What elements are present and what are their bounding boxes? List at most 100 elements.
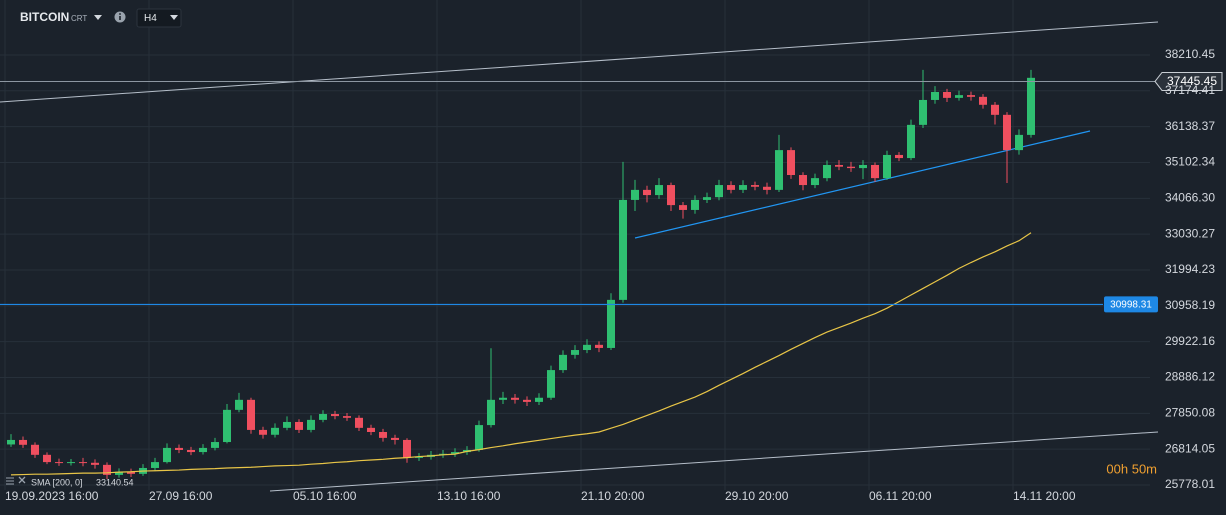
candle-body	[271, 427, 279, 435]
y-tick-label: 37174.41	[1165, 83, 1215, 97]
candle-body	[1027, 77, 1035, 135]
candle-body	[199, 447, 207, 453]
candle-body	[475, 425, 483, 450]
candle-body	[487, 399, 495, 426]
candle-body	[703, 197, 711, 200]
candle-body	[559, 354, 567, 371]
candle-body	[79, 462, 87, 464]
candle-body	[391, 437, 399, 440]
candle-body	[715, 185, 723, 198]
candle-body	[103, 464, 111, 475]
price-label: 37445.45	[1167, 74, 1217, 88]
grid	[0, 0, 1150, 490]
y-tick-label: 35102.34	[1165, 155, 1215, 169]
candle-body	[571, 350, 579, 355]
candle-body	[859, 164, 867, 169]
trend-line	[269, 431, 1159, 492]
y-tick-label: 27850.08	[1165, 405, 1215, 419]
symbol: BITCOIN	[20, 10, 69, 24]
trend-line	[634, 130, 1091, 239]
y-tick-label: 29922.16	[1165, 334, 1215, 348]
candle-body	[667, 185, 675, 206]
candle-body	[547, 370, 555, 398]
candle-body	[607, 299, 615, 348]
candle-body	[895, 154, 903, 159]
candle-body	[355, 417, 363, 428]
y-tick-label: 38210.45	[1165, 47, 1215, 61]
candle-body	[319, 414, 327, 420]
menu-icon[interactable]	[6, 477, 14, 485]
candle-body	[67, 462, 75, 464]
dropdown-icon[interactable]	[94, 15, 102, 20]
candle-body	[31, 444, 39, 455]
info-icon-glyph	[119, 16, 121, 20]
candle-body	[115, 471, 123, 475]
candle-body	[247, 399, 255, 430]
candle-body	[631, 189, 639, 200]
candle-body	[379, 431, 387, 438]
candle-body	[1015, 134, 1023, 151]
trend-line	[0, 21, 1159, 103]
candle-body	[259, 429, 267, 435]
candle-body	[535, 397, 543, 402]
candle-body	[343, 416, 351, 418]
candle-body	[943, 92, 951, 98]
candle-body	[775, 150, 783, 190]
x-tick-label: 19.09.2023 16:00	[5, 489, 99, 503]
y-tick-label: 30958.19	[1165, 298, 1215, 312]
timeframe: H4	[144, 13, 157, 24]
info-icon-glyph	[119, 13, 121, 15]
symbol-suffix: CRT	[71, 14, 87, 23]
y-tick-label: 28886.12	[1165, 370, 1215, 384]
candle-body	[367, 427, 375, 432]
candle-body	[595, 344, 603, 348]
y-tick-label: 34066.30	[1165, 190, 1215, 204]
candle-body	[295, 421, 303, 430]
candle-body	[187, 449, 195, 453]
x-tick-label: 27.09 16:00	[149, 489, 213, 503]
indicator-legend: SMA [200, 0] 33140.54	[6, 476, 134, 487]
timeframe-select[interactable]	[136, 8, 182, 28]
candle-body	[499, 397, 507, 400]
candle-body	[223, 409, 231, 443]
candle-body	[967, 95, 975, 97]
candle-body	[955, 95, 963, 98]
candle-body	[415, 456, 423, 458]
overlay: 30998.31 37445.45	[0, 71, 1223, 313]
candle-body	[751, 185, 759, 187]
candle-body	[175, 447, 183, 450]
x-tick-label: 06.11 20:00	[869, 489, 932, 503]
candle-body	[331, 414, 339, 417]
level-label-box	[1104, 296, 1158, 313]
candle-body	[55, 462, 63, 464]
y-tick-label: 25778.01	[1165, 477, 1215, 491]
candle-body	[679, 205, 687, 210]
close-icon[interactable]	[18, 476, 26, 484]
candle-body	[211, 442, 219, 448]
x-tick-label: 13.10 16:00	[437, 489, 501, 503]
candle-body	[811, 178, 819, 186]
dropdown-icon[interactable]	[170, 15, 178, 20]
candle-body	[787, 150, 795, 176]
level-label: 30998.31	[1110, 300, 1152, 311]
candle-body	[979, 96, 987, 105]
candle-body	[931, 92, 939, 100]
marks	[7, 69, 1035, 480]
x-tick-label: 05.10 16:00	[293, 489, 357, 503]
candle-body	[163, 447, 171, 463]
x-tick-label: 21.10 20:00	[581, 489, 645, 503]
candle-body	[799, 175, 807, 186]
y-tick-label: 26814.05	[1165, 441, 1215, 455]
candle-body	[91, 462, 99, 465]
candle-body	[823, 164, 831, 179]
candle-body	[1003, 114, 1011, 151]
candle-body	[739, 185, 747, 190]
candle-body	[583, 344, 591, 351]
candle-body	[19, 439, 27, 445]
candle-body	[847, 166, 855, 169]
candle-body	[307, 419, 315, 430]
candle-body	[727, 185, 735, 190]
x-tick-label: 29.10 20:00	[725, 489, 789, 503]
y-tick-label: 31994.23	[1165, 262, 1215, 276]
